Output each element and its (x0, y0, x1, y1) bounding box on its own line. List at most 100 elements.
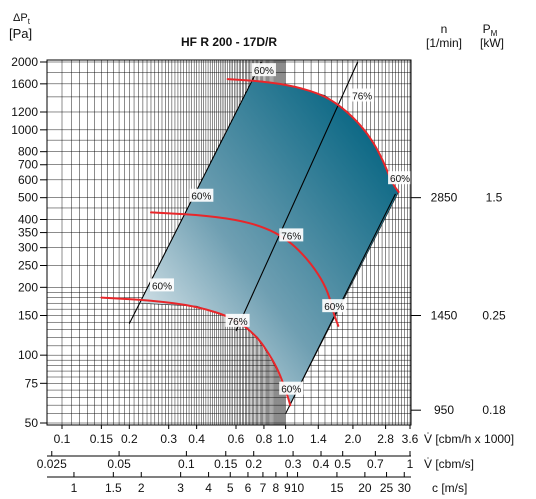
x1-tick-label: 3.6 (402, 432, 419, 446)
plot-frame (46, 59, 412, 426)
x3-tick-label: 6 (245, 481, 252, 495)
x3-tick-label: 1.5 (105, 481, 122, 495)
efficiency-tag-bg (388, 171, 413, 185)
y-tick-label: 800 (18, 145, 38, 159)
y-tick-label: 100 (18, 348, 38, 362)
efficiency-tag: 60% (322, 299, 347, 313)
efficiency-tag-label: 60% (191, 192, 211, 203)
x2-tick-label: 1 (407, 457, 414, 471)
power-value: 0.18 (482, 403, 506, 417)
operating-area (139, 80, 399, 407)
y-tick-label: 600 (18, 173, 38, 187)
n-header: n (441, 22, 448, 36)
x1-tick-label: 0.1 (54, 432, 71, 446)
efficiency-tag-label: 60% (254, 66, 274, 77)
efficiency-tag-label: 60% (152, 281, 172, 292)
x3-tick-label: 4 (205, 481, 212, 495)
x1-axis-label: V̇ [cbm/h x 1000] (424, 432, 514, 446)
y-tick-label: 200 (18, 280, 38, 294)
efficiency-tag: 76% (279, 228, 304, 242)
efficiency-tag-bg (279, 228, 304, 242)
x2-tick-label: 0.3 (285, 457, 302, 471)
y-tick-label: 150 (18, 308, 38, 322)
x1-tick-label: 0.3 (160, 432, 177, 446)
y-tick-label: 250 (18, 258, 38, 272)
x1-tick-label: 2.8 (377, 432, 394, 446)
fan-curve-2850 (226, 78, 400, 193)
efficiency-tag: 60% (149, 278, 174, 292)
efficiency-tag-label: 60% (324, 302, 344, 313)
efficiency-tag: 76% (225, 313, 250, 328)
y-tick-label: 1200 (11, 105, 38, 119)
efficiency-tag: 60% (189, 188, 214, 203)
x2-tick-label: 0.15 (214, 457, 238, 471)
efficiency-tag-label: 76% (281, 231, 301, 242)
x2-tick-label: 0.05 (107, 457, 131, 471)
x2-tick-label: 0.025 (37, 457, 67, 471)
speed-value: 2850 (431, 191, 458, 205)
fan-curve-950 (100, 296, 292, 407)
y-tick-label: 2000 (11, 55, 38, 69)
pm-header: PM (483, 22, 498, 38)
y-axis-unit: [Pa] (9, 26, 32, 41)
x3-tick-label: 15 (330, 481, 344, 495)
efficiency-tag: 60% (279, 381, 304, 396)
efficiency-tag-bg (322, 299, 347, 313)
efficiency-tag-bg (279, 381, 304, 395)
x3-tick-label: 20 (358, 481, 372, 495)
efficiency-tag-label: 60% (281, 385, 301, 396)
x3-tick-label: 5 (227, 481, 234, 495)
x1-tick-label: 0.4 (188, 432, 205, 446)
x3-tick-label: 30 (398, 481, 412, 495)
x2-tick-label: 0.5 (334, 457, 351, 471)
x3-tick-label: 7 (260, 481, 267, 495)
x2-tick-label: 0.4 (313, 457, 330, 471)
x1-tick-label: 0.2 (121, 432, 138, 446)
x2-tick-label: 0.7 (367, 457, 384, 471)
x3-tick-label: 10 (291, 481, 305, 495)
y-tick-label: 500 (18, 191, 38, 205)
efficiency-tag-label: 60% (390, 174, 410, 185)
x3-tick-label: 25 (380, 481, 394, 495)
speed-value: 1450 (431, 308, 458, 322)
x2-tick-label: 0.2 (245, 457, 262, 471)
x3-tick-label: 1 (71, 481, 78, 495)
efficiency-tag-bg (350, 88, 375, 102)
efficiency-tag: 76% (350, 88, 375, 103)
x1-tick-label: 1.0 (277, 432, 294, 446)
x1-tick-label: 2.0 (345, 432, 362, 446)
x3-tick-label: 3 (177, 481, 184, 495)
efficiency-tag-bg (251, 63, 276, 77)
y-tick-label: 350 (18, 226, 38, 240)
efficiency-tag-label: 76% (228, 317, 248, 328)
y-tick-label: 400 (18, 213, 38, 227)
x3-axis-label: c [m/s] (432, 481, 467, 495)
x3-tick-label: 2 (138, 481, 145, 495)
x3-tick-label: 9 (284, 481, 291, 495)
n-unit: [1/min] (426, 36, 462, 50)
efficiency-tag: 60% (388, 171, 413, 185)
y-tick-label: 50 (25, 416, 39, 430)
y-tick-label: 75 (25, 376, 39, 390)
x2-axis-label: V̇ [cbm/s] (424, 457, 474, 471)
efficiency-tag-bg (225, 313, 250, 327)
chart-title: HF R 200 - 17D/R (181, 35, 277, 49)
x-axes: 0.1 0.15 0.2 0.3 0.4 0.6 0.8 1.0 1.4 2.0 2.8 3.6 V̇ … (37, 425, 514, 495)
efficiency-tag-bg (149, 278, 174, 292)
y-axis-symbol: ΔPt (13, 12, 31, 26)
x1-tick-label: 0.6 (228, 432, 245, 446)
speed-power-table: 2850 1.5 1450 0.25 950 0.18 (411, 191, 506, 417)
y-tick-label: 1000 (11, 123, 38, 137)
efficiency-line-2 (235, 61, 359, 332)
power-value: 1.5 (486, 191, 503, 205)
x2-tick-label: 0.1 (178, 457, 195, 471)
x1-tick-label: 0.8 (256, 432, 273, 446)
x1-tick-label: 0.15 (90, 432, 114, 446)
y-tick-label: 1600 (11, 77, 38, 91)
power-value: 0.25 (482, 308, 506, 322)
x1-tick-label: 1.4 (310, 432, 327, 446)
pm-unit: [kW] (480, 36, 504, 50)
efficiency-tag-bg (189, 188, 214, 202)
